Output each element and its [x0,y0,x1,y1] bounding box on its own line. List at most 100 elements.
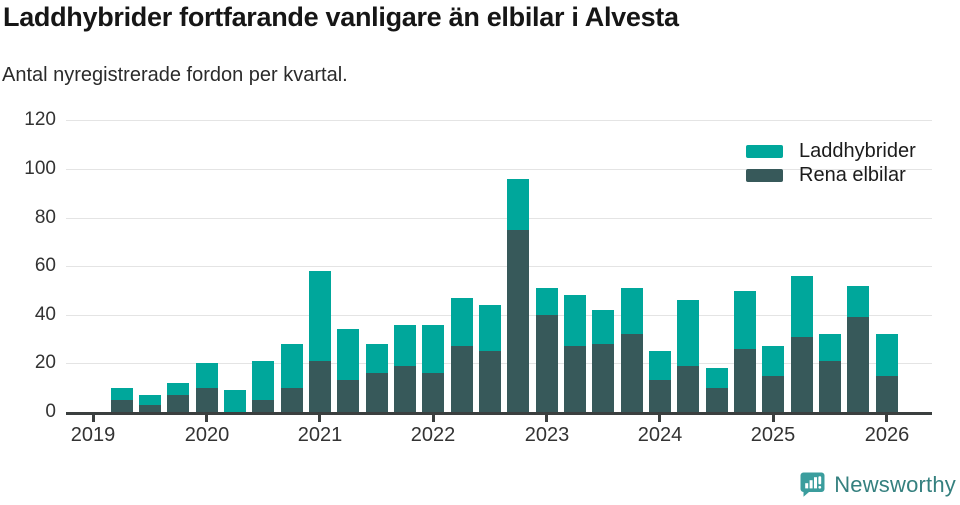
bar-group [649,351,671,412]
bar-segment-laddhybrider [592,310,614,344]
gridline [66,120,932,121]
year-label: 2021 [297,424,343,446]
page-subtitle: Antal nyregistrerade fordon per kvartal. [2,64,348,86]
year-label: 2025 [750,424,796,446]
bar-group [847,286,869,412]
bar-segment-laddhybrider [762,346,784,376]
bar-segment-laddhybrider [706,368,728,388]
legend-swatch-rena-elbilar [746,168,783,182]
bar-segment-rena-elbilar [819,361,841,412]
year-tick [432,415,435,422]
year-tick [885,415,888,422]
brand-name: Newsworthy [834,471,956,497]
bar-group [111,388,133,412]
y-axis-tick-label: 20 [34,352,56,373]
bar-group [677,300,699,412]
bar-group [734,291,756,412]
year-tick [205,415,208,422]
bar-segment-rena-elbilar [649,380,671,412]
bar-segment-laddhybrider [281,344,303,388]
bar-segment-rena-elbilar [366,373,388,412]
legend-label-laddhybrider: Laddhybrider [799,139,916,162]
bar-segment-rena-elbilar [847,317,869,412]
bar-group [479,305,501,412]
bar-segment-laddhybrider [252,361,274,400]
y-axis-tick-label: 120 [24,109,56,130]
bar-segment-rena-elbilar [621,334,643,412]
bar-segment-laddhybrider [819,334,841,361]
legend-label-rena-elbilar: Rena elbilar [799,163,906,186]
y-axis-tick-label: 80 [34,207,56,228]
bar-segment-laddhybrider [677,300,699,366]
gridline [66,169,932,170]
bar-segment-rena-elbilar [281,388,303,412]
bar-group [564,295,586,412]
chart-logo-icon [800,472,825,497]
bar-segment-laddhybrider [649,351,671,380]
x-axis-line [66,412,932,415]
bar-segment-laddhybrider [167,383,189,395]
bar-group [507,179,529,412]
bar-group [196,363,218,412]
bar-segment-rena-elbilar [734,349,756,412]
bar-segment-rena-elbilar [337,380,359,412]
bar-group [536,288,558,412]
year-label: 2026 [864,424,910,446]
bar-group [167,383,189,412]
bar-segment-rena-elbilar [167,395,189,412]
bar-group [139,395,161,412]
bar-group [706,368,728,412]
bar-group [366,344,388,412]
bar-segment-rena-elbilar [706,388,728,412]
bar-segment-laddhybrider [394,325,416,366]
y-axis-tick-label: 40 [34,304,56,325]
bar-segment-rena-elbilar [677,366,699,412]
bar-segment-rena-elbilar [139,405,161,412]
bar-segment-laddhybrider [337,329,359,380]
bar-segment-rena-elbilar [252,400,274,412]
bar-segment-laddhybrider [847,286,869,317]
bar-segment-rena-elbilar [394,366,416,412]
bar-group [281,344,303,412]
bar-segment-rena-elbilar [592,344,614,412]
bar-group [819,334,841,412]
bar-segment-laddhybrider [111,388,133,400]
bar-segment-rena-elbilar [479,351,501,412]
bar-segment-laddhybrider [422,325,444,373]
bar-group [252,361,274,412]
year-tick [658,415,661,422]
bar-segment-laddhybrider [224,390,246,412]
bar-segment-rena-elbilar [111,400,133,412]
page-title: Laddhybrider fortfarande vanligare än el… [3,2,679,32]
legend-item-laddhybrider: Laddhybrider [746,139,916,163]
y-axis-tick-label: 100 [24,158,56,179]
year-tick [545,415,548,422]
bar-segment-rena-elbilar [791,337,813,412]
bar-segment-laddhybrider [366,344,388,373]
newsworthy-logo[interactable]: Newsworthy [799,471,956,498]
bar-segment-laddhybrider [309,271,331,361]
year-label: 2022 [410,424,456,446]
bar-segment-rena-elbilar [507,230,529,412]
bar-segment-rena-elbilar [762,376,784,412]
gridline [66,218,932,219]
bar-group [592,310,614,412]
bar-segment-laddhybrider [876,334,898,376]
bar-segment-laddhybrider [791,276,813,337]
bar-group [224,390,246,412]
bar-group [791,276,813,412]
y-axis-tick-label: 0 [45,401,56,422]
year-tick [772,415,775,422]
bar-segment-rena-elbilar [536,315,558,412]
year-label: 2024 [637,424,683,446]
bar-group [762,346,784,412]
y-axis-tick-label: 60 [34,255,56,276]
bar-segment-rena-elbilar [309,361,331,412]
bar-group [337,329,359,412]
bar-segment-laddhybrider [451,298,473,346]
year-label: 2023 [524,424,570,446]
bar-segment-rena-elbilar [876,376,898,412]
bar-segment-laddhybrider [139,395,161,405]
bar-segment-rena-elbilar [564,346,586,412]
